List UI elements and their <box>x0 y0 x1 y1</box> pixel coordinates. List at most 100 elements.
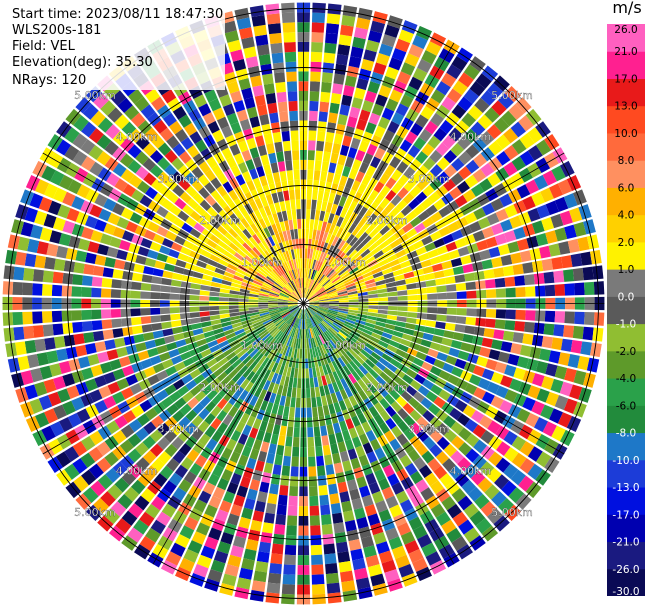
velocity-gate <box>473 387 487 400</box>
velocity-gate <box>118 356 131 368</box>
velocity-gate <box>458 151 472 165</box>
velocity-gate <box>446 394 460 407</box>
velocity-gate <box>403 415 416 428</box>
velocity-gate <box>226 81 240 94</box>
velocity-gate <box>294 179 301 190</box>
velocity-gate <box>216 410 228 422</box>
velocity-gate <box>487 420 501 435</box>
velocity-gate <box>178 178 191 191</box>
velocity-gate <box>306 318 310 329</box>
velocity-gate <box>406 317 417 324</box>
velocity-gate <box>369 263 380 272</box>
colorbar-block <box>607 51 645 79</box>
velocity-gate <box>257 450 268 463</box>
velocity-gate <box>211 277 223 284</box>
velocity-gate <box>386 314 398 321</box>
velocity-gate <box>415 351 427 361</box>
velocity-gate <box>269 310 280 316</box>
velocity-gate <box>270 288 281 294</box>
velocity-gate <box>346 65 360 78</box>
velocity-gate <box>209 310 220 316</box>
velocity-gate <box>340 207 349 219</box>
velocity-gate <box>293 279 299 289</box>
velocity-gate <box>236 248 247 258</box>
velocity-gate <box>290 306 299 314</box>
velocity-gate <box>451 366 464 378</box>
velocity-gate <box>398 216 410 228</box>
colorbar-tick-label: -30.0 <box>612 586 639 596</box>
velocity-gate <box>200 348 212 358</box>
velocity-gate <box>536 204 550 219</box>
velocity-gate <box>231 278 243 285</box>
velocity-gate <box>500 254 513 266</box>
velocity-gate <box>267 225 275 236</box>
velocity-gate <box>510 469 527 486</box>
velocity-gate <box>390 373 402 384</box>
velocity-gate <box>305 288 310 298</box>
azimuth-spoke <box>42 303 304 455</box>
velocity-gate <box>114 259 126 270</box>
velocity-gate <box>389 504 403 518</box>
velocity-gate <box>407 295 418 301</box>
velocity-gate <box>34 210 48 226</box>
velocity-gate <box>386 362 398 373</box>
velocity-gate <box>299 309 303 319</box>
velocity-gate <box>451 157 465 172</box>
velocity-gate <box>318 345 325 356</box>
velocity-gate <box>309 304 320 308</box>
velocity-gate <box>306 268 310 279</box>
velocity-gate <box>326 329 335 338</box>
velocity-gate <box>274 330 282 340</box>
velocity-gate <box>338 295 349 299</box>
velocity-gate <box>248 360 258 371</box>
velocity-gate <box>413 391 425 403</box>
velocity-gate <box>205 438 218 451</box>
velocity-gate <box>177 252 189 262</box>
velocity-gate <box>472 261 484 272</box>
velocity-gate <box>250 223 259 234</box>
velocity-gate <box>572 267 584 282</box>
velocity-gate <box>498 351 510 364</box>
velocity-gate <box>416 178 429 191</box>
velocity-gate <box>66 385 80 399</box>
velocity-gate <box>436 245 448 255</box>
velocity-gate <box>219 288 230 294</box>
velocity-gate <box>296 308 301 318</box>
velocity-gate <box>514 321 526 332</box>
velocity-gate <box>58 417 74 433</box>
range-ring-label: 2.00km <box>199 214 241 227</box>
velocity-gate <box>318 293 328 299</box>
range-ring-label: 1.00km <box>324 339 366 352</box>
velocity-gate <box>32 311 43 324</box>
velocity-gate <box>227 554 242 568</box>
velocity-gate <box>213 272 224 280</box>
velocity-gate <box>319 275 327 284</box>
velocity-gate <box>129 382 143 395</box>
velocity-gate <box>366 451 378 464</box>
velocity-gate <box>194 454 208 468</box>
velocity-gate <box>323 52 336 64</box>
velocity-gate <box>115 518 132 534</box>
velocity-gate <box>292 292 300 300</box>
velocity-gate <box>387 310 398 316</box>
velocity-gate <box>491 256 503 268</box>
velocity-gate <box>323 318 333 325</box>
velocity-gate <box>309 81 321 92</box>
velocity-gate <box>569 207 583 223</box>
velocity-gate <box>67 179 82 195</box>
velocity-gate <box>286 315 294 324</box>
velocity-gate <box>220 361 232 371</box>
velocity-gate <box>293 269 298 279</box>
velocity-gate <box>187 540 203 554</box>
velocity-gate <box>314 284 323 293</box>
velocity-gate <box>393 211 405 223</box>
velocity-gate <box>350 548 364 561</box>
velocity-gate <box>285 160 293 171</box>
velocity-gate <box>259 175 268 187</box>
velocity-gate <box>309 303 320 305</box>
velocity-gate <box>396 433 409 446</box>
velocity-gate <box>41 165 56 182</box>
velocity-gate <box>308 293 317 300</box>
velocity-gate <box>197 216 209 228</box>
velocity-gate <box>347 314 358 319</box>
